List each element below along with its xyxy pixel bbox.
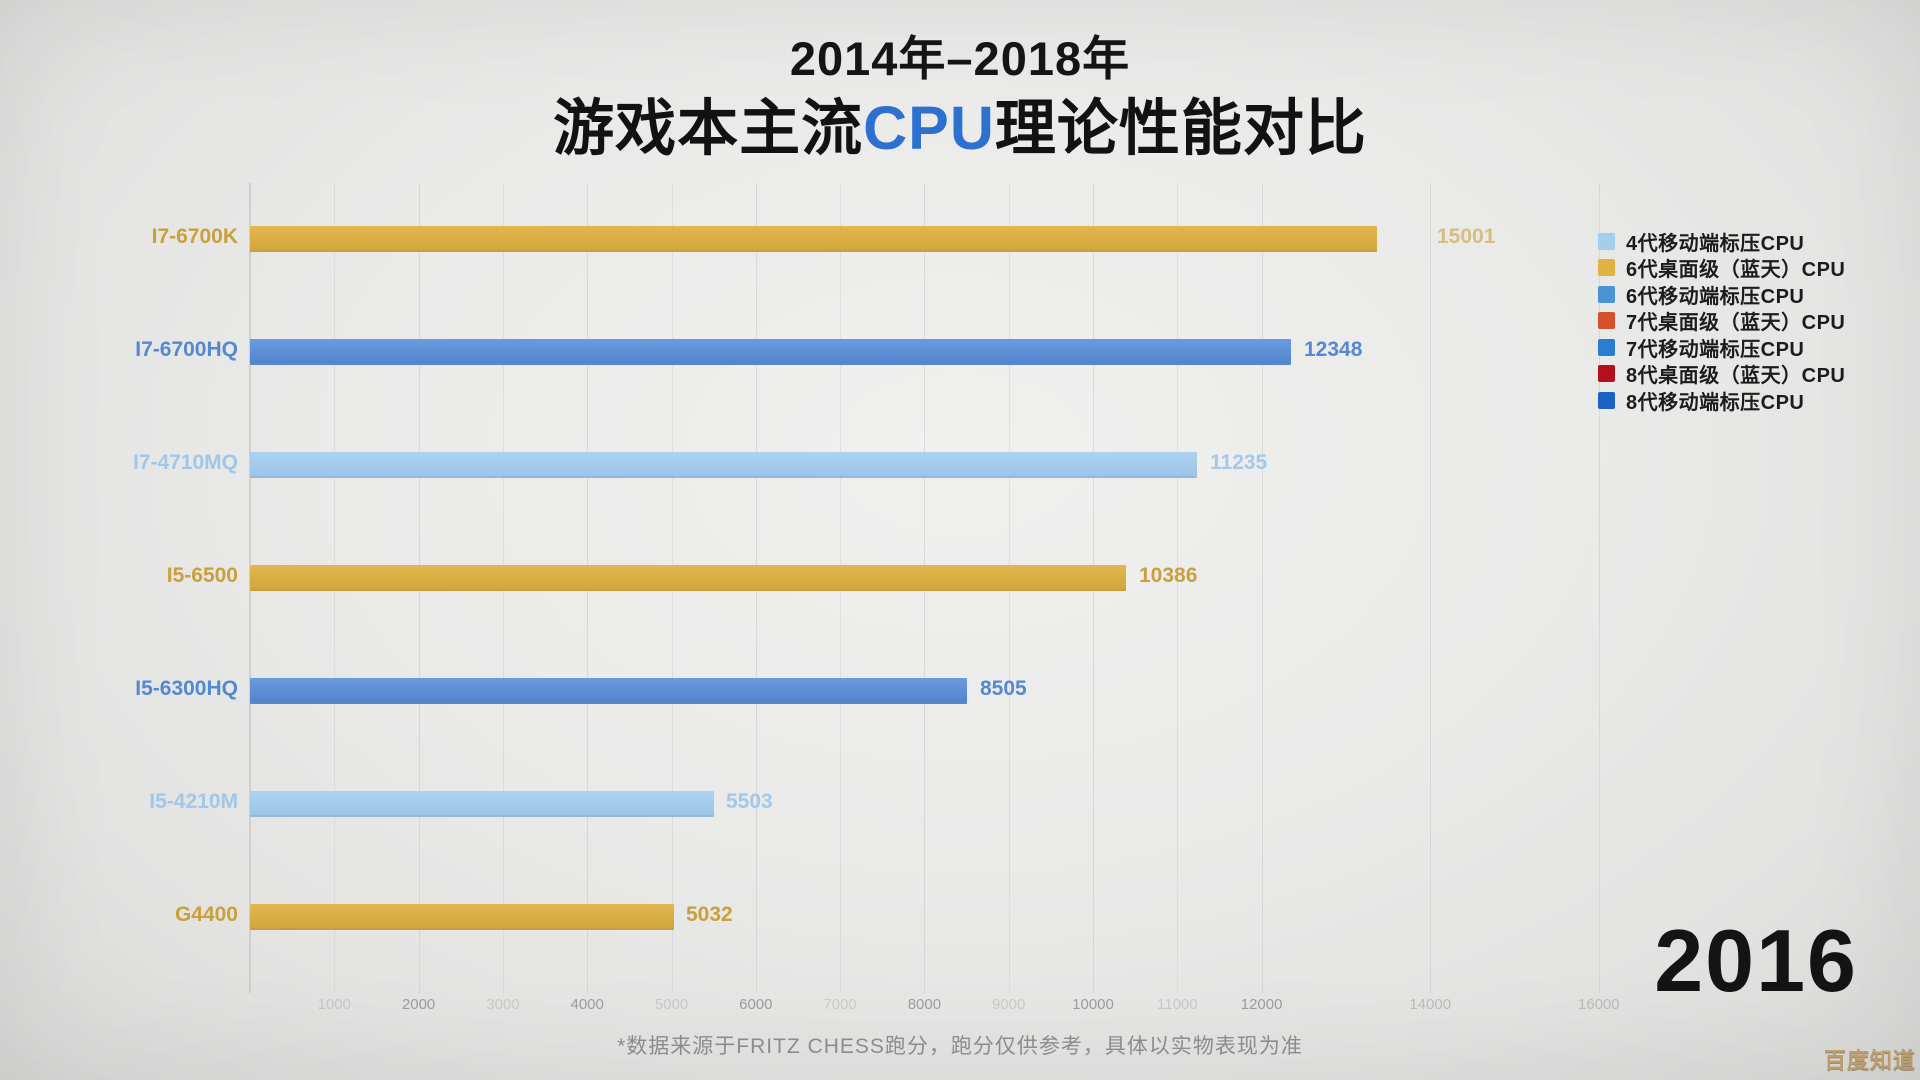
- x-tick-label: 3000: [486, 996, 520, 1013]
- baidu-zhidao-watermark: 百度知道: [1823, 1048, 1916, 1073]
- bar-value-label: 11235: [1210, 451, 1268, 474]
- bar-category-label: I5-6500: [166, 564, 238, 587]
- title-post: 理论性能对比: [994, 94, 1367, 162]
- x-tick-label: 16000: [1577, 996, 1620, 1013]
- bar: [250, 678, 967, 704]
- chart-title-years: 2014年–2018年: [789, 32, 1131, 85]
- legend-swatch: [1598, 391, 1615, 409]
- gridline: [1261, 183, 1263, 993]
- x-tick-label: 11000: [1156, 996, 1198, 1013]
- x-tick-label: 12000: [1240, 996, 1283, 1013]
- legend-label: 8代移动端标压CPU: [1626, 391, 1805, 414]
- x-tick-label: 1000: [317, 996, 351, 1013]
- data-source-footnote: *数据来源于FRITZ CHESS跑分，跑分仅供参考，具体以实物表现为准: [617, 1035, 1303, 1058]
- x-tick-label: 9000: [992, 996, 1026, 1013]
- bar-category-label: G4400: [174, 903, 238, 926]
- legend-swatch: [1598, 232, 1615, 250]
- bar-value-label: 5032: [686, 903, 733, 926]
- x-tick-label: 2000: [401, 996, 436, 1013]
- x-tick-label: 7000: [823, 996, 857, 1013]
- legend-item: 8代移动端标压CPU: [1598, 387, 1845, 414]
- legend-item: 7代移动端标压CPU: [1598, 334, 1845, 361]
- gridline: [1430, 183, 1432, 993]
- legend-swatch: [1598, 312, 1615, 330]
- legend-item: 7代桌面级（蓝天）CPU: [1598, 308, 1846, 335]
- x-tick-label: 10000: [1072, 996, 1114, 1013]
- title-pre: 游戏本主流: [553, 94, 864, 162]
- bar-value-label: 5503: [726, 790, 773, 813]
- title-cpu-highlight: CPU: [863, 94, 995, 162]
- bar: [250, 904, 674, 930]
- legend: 4代移动端标压CPU 6代桌面级（蓝天）CPU 6代移动端标压CPU 7代桌面级（蓝天…: [1598, 228, 1845, 414]
- chart-title-main: 游戏本主流CPU理论性能对比: [0, 78, 1920, 167]
- bar-value-label: 12348: [1304, 338, 1363, 361]
- bar: [250, 226, 1377, 252]
- bar-category-label: I5-6300HQ: [135, 677, 238, 700]
- bar: [250, 565, 1126, 591]
- legend-item: 6代桌面级（蓝天）CPU: [1598, 255, 1846, 282]
- legend-swatch: [1598, 338, 1615, 356]
- bar-category-label: I7-6700HQ: [135, 338, 238, 361]
- bar: [250, 339, 1291, 365]
- legend-label: 6代桌面级（蓝天）CPU: [1626, 259, 1846, 282]
- x-tick-label: 8000: [907, 996, 942, 1013]
- gridline: [1177, 183, 1179, 993]
- legend-item: 6代移动端标压CPU: [1598, 281, 1845, 308]
- gridline: [1598, 183, 1600, 993]
- x-tick-label: 6000: [739, 996, 773, 1013]
- bar-category-label: I5-4210M: [149, 790, 238, 813]
- legend-swatch: [1598, 259, 1615, 277]
- legend-swatch: [1598, 285, 1615, 303]
- legend-label: 8代桌面级（蓝天）CPU: [1626, 365, 1846, 388]
- legend-swatch: [1598, 365, 1615, 383]
- bar: [250, 791, 714, 817]
- legend-label: 6代移动端标压CPU: [1626, 285, 1805, 308]
- legend-item: 4代移动端标压CPU: [1598, 228, 1845, 255]
- bar-category-label: I7-6700K: [151, 225, 238, 248]
- bar-category-label: I7-4710MQ: [132, 451, 238, 474]
- x-tick-label: 4000: [570, 996, 604, 1013]
- legend-label: 4代移动端标压CPU: [1626, 232, 1805, 255]
- bar-value-label: 15001: [1437, 225, 1496, 248]
- legend-label: 7代移动端标压CPU: [1626, 338, 1805, 361]
- legend-item: 8代桌面级（蓝天）CPU: [1598, 361, 1846, 388]
- bar-value-label: 8505: [980, 677, 1027, 700]
- x-tick-label: 14000: [1409, 996, 1452, 1013]
- x-tick-label: 5000: [654, 996, 689, 1013]
- frame-year-label: 2016: [1654, 911, 1858, 1010]
- bar-value-label: 10386: [1139, 564, 1198, 587]
- bar: [250, 452, 1197, 478]
- legend-label: 7代桌面级（蓝天）CPU: [1626, 312, 1846, 335]
